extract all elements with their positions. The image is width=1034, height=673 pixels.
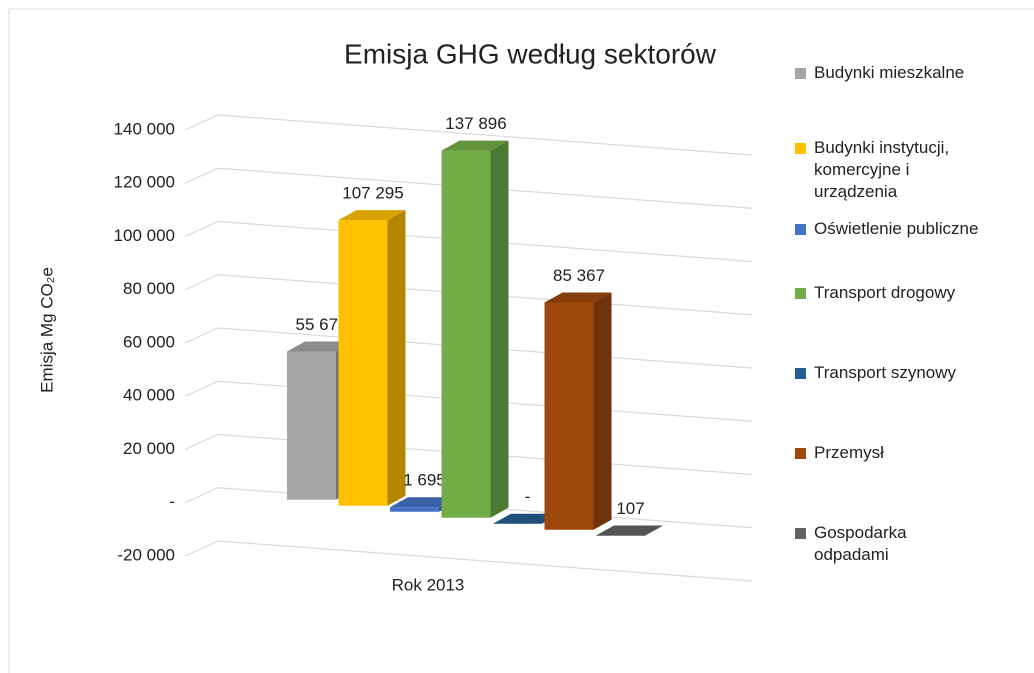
legend-label: Budynki instytucji, komercyjne i urządze… — [814, 138, 950, 201]
bar-top — [390, 497, 457, 508]
y-tick-label: 140 000 — [114, 119, 175, 138]
bar-side — [593, 292, 612, 530]
bar-side — [490, 140, 509, 518]
bar — [287, 351, 336, 500]
bar-top — [441, 140, 509, 151]
y-axis-label: Emisja Mg CO₂e — [37, 267, 56, 393]
legend-item: Budynki instytucji, komercyjne i urządze… — [795, 137, 990, 203]
legend-swatch — [795, 528, 806, 539]
grid-line — [184, 167, 753, 209]
grid-line — [184, 220, 753, 263]
bar-top — [596, 525, 663, 536]
data-label: 85 367 — [553, 266, 605, 285]
chart-title: Emisja GHG według sektorów — [344, 38, 717, 69]
legend-label: Oświetlenie publiczne — [814, 219, 979, 238]
legend-swatch — [795, 288, 806, 299]
bar-side — [387, 210, 406, 506]
legend-swatch — [795, 224, 806, 235]
frame — [8, 8, 1034, 673]
y-tick-label: 20 000 — [123, 439, 175, 458]
y-tick-label: 100 000 — [114, 226, 175, 245]
y-tick-label: 40 000 — [123, 386, 175, 405]
bar-top — [338, 210, 406, 221]
x-tick-label: Rok 2013 — [392, 575, 465, 594]
legend-label: Transport szynowy — [814, 363, 957, 382]
legend-swatch — [795, 368, 806, 379]
data-label: 55 679 — [296, 315, 348, 334]
legend-swatch — [795, 143, 806, 154]
legend-swatch — [795, 68, 806, 79]
data-label: - — [525, 487, 531, 506]
legend-label: Gospodarka odpadami — [814, 523, 907, 564]
grid-line — [184, 114, 753, 156]
bar — [544, 302, 594, 530]
data-label: 107 — [616, 499, 644, 518]
bar — [338, 220, 388, 506]
bar-top — [544, 292, 612, 303]
legend-swatch — [795, 448, 806, 459]
bar — [390, 507, 439, 512]
legend-label: Transport drogowy — [814, 283, 956, 302]
grid-line — [184, 540, 753, 582]
y-tick-label: 80 000 — [123, 279, 175, 298]
legend-item: Gospodarka odpadami — [795, 522, 945, 566]
legend-item: Oświetlenie publiczne — [795, 218, 1034, 240]
legend-label: Przemysł — [814, 443, 884, 462]
y-tick-label: 120 000 — [114, 173, 175, 192]
data-label: 137 896 — [445, 114, 506, 133]
legend-item: Transport szynowy — [795, 362, 1034, 384]
bar-top — [287, 341, 354, 352]
y-tick-label: - — [169, 492, 175, 511]
legend-item: Transport drogowy — [795, 282, 1034, 304]
legend-item: Przemysł — [795, 442, 1034, 464]
bar — [441, 150, 491, 518]
legend-item: Budynki mieszkalne — [795, 62, 1034, 84]
bar-top — [493, 513, 560, 524]
data-label: 107 295 — [342, 184, 403, 203]
y-tick-label: -20 000 — [117, 545, 175, 564]
bar-side — [645, 525, 663, 536]
y-tick-label: 60 000 — [123, 332, 175, 351]
data-label: 1 695 — [403, 471, 446, 490]
legend-label: Budynki mieszkalne — [814, 63, 965, 82]
